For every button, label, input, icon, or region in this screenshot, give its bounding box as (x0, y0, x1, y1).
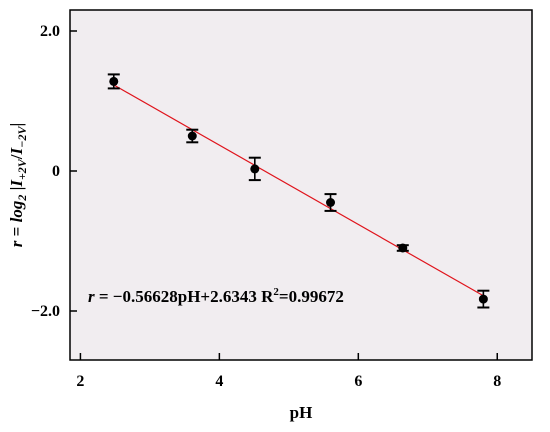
annotation-r2-value: =0.99672 (279, 287, 344, 306)
data-point (478, 294, 488, 304)
fit-line (113, 84, 484, 297)
data-point (398, 243, 408, 253)
y-title-slash: / (7, 154, 26, 160)
y-axis: 2.0 0 −2.0 (31, 23, 77, 320)
y-axis-title: r = log2 |I+2V/I−2V| (7, 123, 29, 247)
x-tick-label: 6 (354, 373, 362, 390)
y-tick-label: 0 (52, 163, 60, 180)
plot-area (70, 10, 532, 360)
y-title-r: r (7, 240, 26, 247)
y-title-eq: = (7, 222, 26, 240)
y-title-close: | (7, 123, 26, 127)
fit-layer (113, 84, 484, 297)
y-title-open: | (7, 187, 26, 195)
y-title-den: I (7, 146, 26, 155)
data-point (250, 164, 260, 174)
data-point (109, 76, 119, 86)
annotation-r2-sup: 2 (273, 286, 279, 298)
data-point (187, 131, 197, 141)
x-tick-label: 4 (215, 373, 223, 390)
x-axis: 2 4 6 8 (76, 353, 501, 390)
fit-equation-annotation: r = −0.56628pH+2.6343 R2=0.99672 (88, 286, 344, 306)
x-tick-label: 8 (493, 373, 501, 390)
plot-frame (69, 9, 533, 361)
y-title-log-sub: 2 (15, 195, 29, 202)
annotation-r: r (88, 287, 95, 306)
data-points (107, 73, 490, 309)
y-title-num-sub: +2V (15, 158, 29, 180)
x-tick-label: 2 (76, 373, 84, 390)
y-tick-label: 2.0 (40, 23, 60, 40)
data-point (326, 198, 336, 207)
y-title-num: I (7, 179, 26, 188)
y-title-log: log (7, 200, 26, 222)
x-axis-title: pH (290, 403, 313, 422)
annotation-equation: = −0.56628pH+2.6343 R (95, 287, 274, 306)
y-title-den-sub: −2V (15, 126, 29, 148)
y-tick-label: −2.0 (31, 303, 60, 320)
